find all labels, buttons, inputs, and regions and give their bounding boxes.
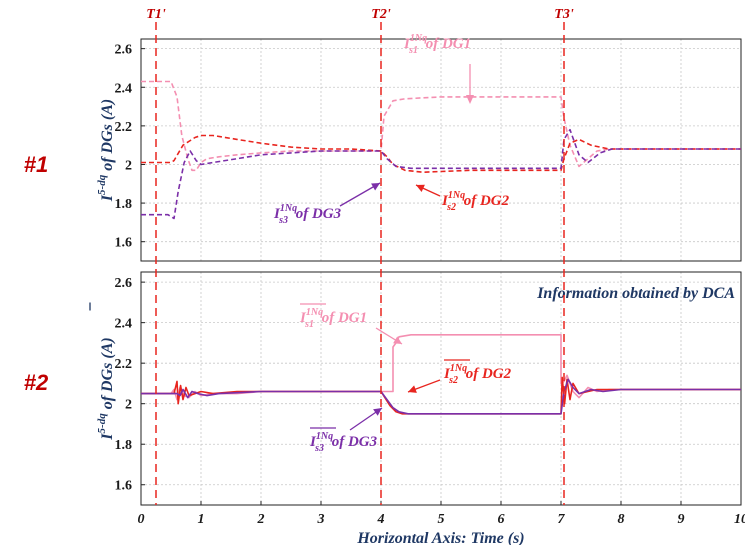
panel-2: 1.6 1.8 2 2.2 2.4 2.6 0 1 2 3 4 5 6 7 8 9 10 Horizontal A… [24,271,745,545]
y-tick-label: 2.2 [115,120,133,135]
y-axis-label: I5-dq of DGs (A) [96,99,116,202]
y-axis-label: I5-dq of DGs (A) [96,337,116,440]
annotation-p2_dg1: I1Nq s1 of DG1 [299,303,403,345]
annotation-sup: 1Nq [306,307,323,318]
annotation-suffix: of DG2 [462,366,512,382]
annotation-text: I1Nq s2 of DG2 [441,190,510,213]
annotation-sub: s1 [408,45,418,56]
annotation-sub: s3 [278,215,288,226]
plot-frame [140,38,742,262]
annotation-main: I [299,310,307,326]
annotation-arrowhead [416,184,425,192]
y-tick-label: 1.6 [115,236,133,251]
x-tick-label: 5 [438,512,445,527]
annotation-suffix: of DG3 [328,434,378,450]
annotation-sub: s2 [448,375,458,386]
annotation-sub: s2 [446,202,456,213]
annotation-sup: 1Nq [316,431,333,442]
y-axis-label-main: I [99,433,116,441]
annotation-main: I [309,434,317,450]
annotation-sub: s3 [314,443,324,454]
y-tick-label: 2 [125,398,132,413]
y-tick-label: 2.2 [115,357,133,372]
annotation-sup: 1Nq [280,203,297,214]
annotation-main: I [403,36,411,52]
annotation-text: I1Nq s1 of DG1 [403,33,471,56]
x-axis-label: Horizontal Axis: Time (s) [356,530,524,545]
y-axis-label-main: I [99,194,116,202]
y-tick-label: 1.8 [115,438,133,453]
annotation-arrowhead [373,408,382,416]
series-line-dg3 [141,128,741,220]
y-tick-label: 2.4 [115,317,133,332]
y-axis-label-sup: 5-dq [96,413,108,434]
series-line-dg3 [141,378,741,415]
annotation-suffix: of DG1 [422,36,471,52]
panel-id-label: #1 [24,152,48,177]
annotation-arrowhead [371,183,380,191]
annotation-p2_dg3: I1Nq s3 of DG3 [309,407,383,454]
event-marker-label: T3' [554,7,574,22]
y-axis-label-sup: 5-dq [96,174,108,195]
x-tick-label: 4 [377,512,385,527]
y-axis-label-rest: of DGs (A) [99,99,116,175]
annotation-suffix: of DG3 [292,206,342,222]
x-tick-label: 9 [678,512,685,527]
annotation-sup: 1Nq [450,363,467,374]
y-tick-label: 2 [125,158,132,173]
annotation-p1_dg3: I1Nq s3 of DG3 [273,182,381,226]
annotation-sup: 1Nq [448,190,465,201]
panel-id-label: #2 [24,370,49,395]
annotation-arrowhead-dg1 [466,95,474,104]
series-line-dg1 [141,333,741,401]
x-tick-label: 1 [198,512,205,527]
y-tick-label: 1.8 [115,197,133,212]
annotation-sup: 1Nq [410,33,427,44]
annotation-main: I [273,206,281,222]
y-axis-label-rest: of DGs (A) [99,337,116,413]
annotation-main: I [441,193,449,209]
panel-title: Information obtained by DCA [536,285,735,302]
annotation-text: I1Nq s3 of DG3 [309,431,378,454]
annotation-p1_dg1: I1Nq s1 of DG1 [403,33,471,56]
annotation-text: I1Nq s3 of DG3 [273,203,342,226]
x-tick-label: 6 [498,512,505,527]
annotation-suffix: of DG2 [460,193,510,209]
x-tick-label: 8 [618,512,625,527]
annotation-p1_dg2: I1Nq s2 of DG2 [415,184,510,213]
annotation-arrowhead [408,385,417,393]
annotation-main: I [443,366,451,382]
annotation-suffix: of DG1 [318,310,367,326]
annotation-sub: s1 [304,319,314,330]
x-tick-label: 3 [317,512,325,527]
events-layer: T1' T2' T3' [146,7,574,505]
y-tick-label: 2.4 [115,81,133,96]
y-tick-label: 2.6 [115,276,133,291]
x-tick-label: 0 [138,512,145,527]
annotation-p2_dg2: I1Nq s2 of DG2 [407,359,512,393]
x-tick-label: 10 [734,512,745,527]
y-tick-label: 2.6 [115,43,133,58]
x-tick-label: 7 [558,512,566,527]
y-tick-label: 1.6 [115,479,133,494]
panel-2-grid [141,272,741,505]
x-tick-label: 2 [257,512,265,527]
annotation-arrowhead [393,336,402,344]
event-marker-label: T2' [371,7,391,22]
annotation-text: I1Nq s2 of DG2 [443,363,512,386]
annotation-text: I1Nq s1 of DG1 [299,307,367,330]
event-marker-label: T1' [146,7,166,22]
